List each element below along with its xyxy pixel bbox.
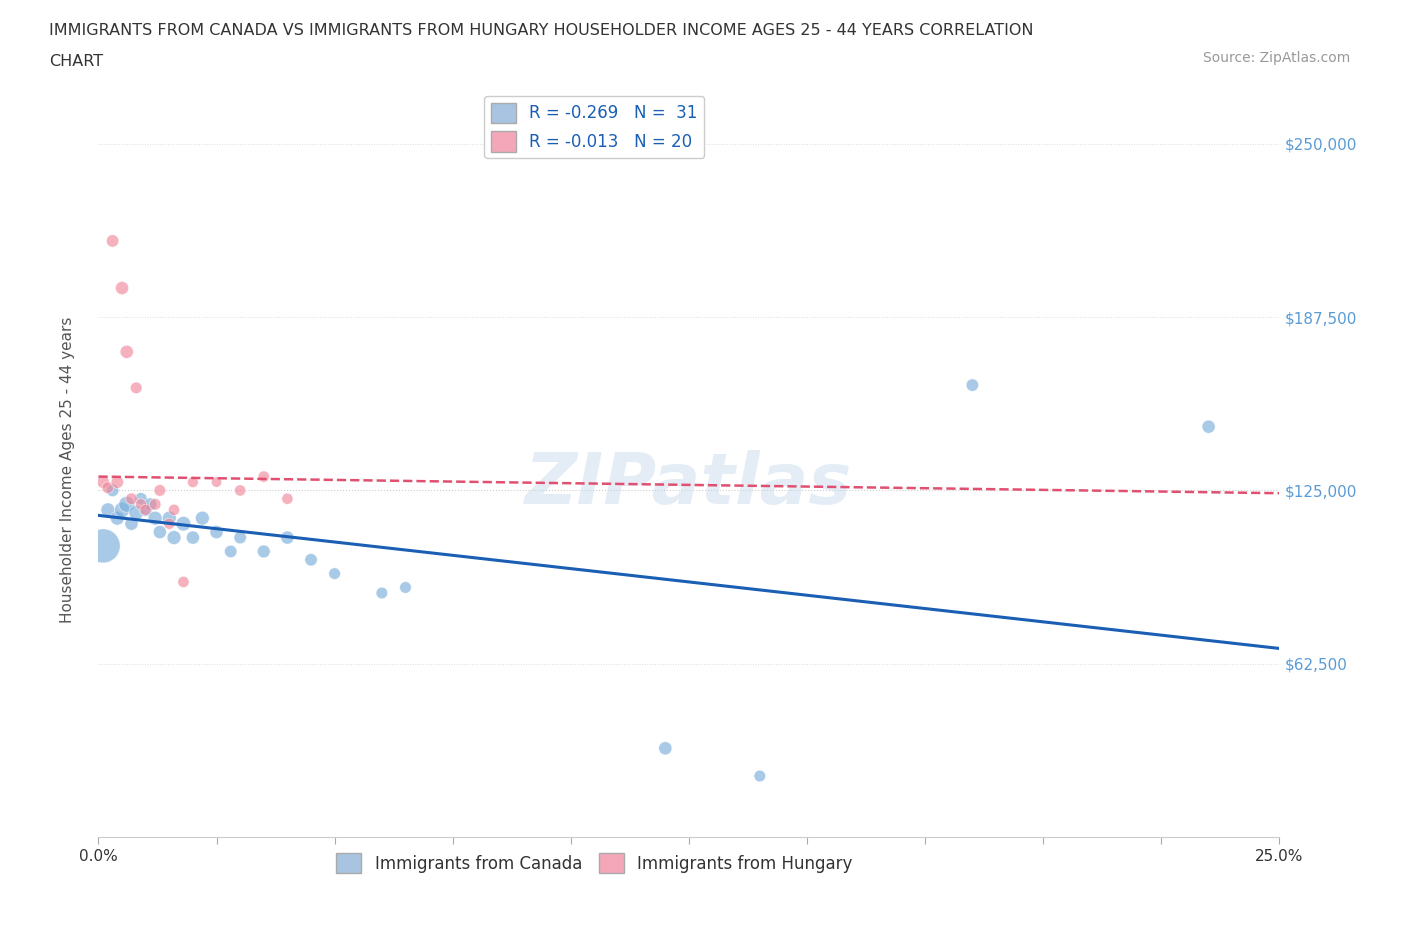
Point — [276, 491, 298, 506]
Point — [129, 491, 152, 506]
Text: ZIPatlas: ZIPatlas — [526, 450, 852, 519]
Point — [111, 502, 134, 517]
Point — [219, 544, 242, 559]
Point — [276, 530, 298, 545]
Point — [253, 469, 276, 484]
Point — [181, 474, 204, 489]
Point — [97, 502, 120, 517]
Point — [157, 511, 180, 525]
Point — [135, 502, 157, 517]
Point — [121, 491, 143, 506]
Point — [299, 552, 322, 567]
Point — [91, 474, 114, 489]
Text: CHART: CHART — [49, 54, 103, 69]
Point — [115, 497, 138, 512]
Point — [101, 483, 124, 498]
Point — [105, 511, 128, 525]
Point — [101, 233, 124, 248]
Point — [149, 483, 172, 498]
Point — [143, 511, 166, 525]
Point — [143, 497, 166, 512]
Point — [371, 586, 394, 601]
Point — [135, 502, 157, 517]
Point — [157, 516, 180, 531]
Point — [253, 544, 276, 559]
Text: Source: ZipAtlas.com: Source: ZipAtlas.com — [1202, 51, 1350, 65]
Point — [163, 530, 186, 545]
Point — [181, 530, 204, 545]
Point — [205, 525, 228, 539]
Point — [172, 575, 194, 590]
Point — [149, 525, 172, 539]
Point — [115, 344, 138, 359]
Point — [91, 538, 114, 553]
Point — [129, 497, 152, 512]
Point — [191, 511, 214, 525]
Point — [394, 580, 416, 595]
Point — [205, 474, 228, 489]
Point — [1198, 419, 1220, 434]
Point — [121, 516, 143, 531]
Point — [125, 380, 148, 395]
Point — [229, 483, 252, 498]
Point — [97, 480, 120, 495]
Point — [229, 530, 252, 545]
Point — [962, 378, 984, 392]
Point — [125, 505, 148, 520]
Point — [654, 741, 676, 756]
Point — [105, 474, 128, 489]
Point — [163, 502, 186, 517]
Text: IMMIGRANTS FROM CANADA VS IMMIGRANTS FROM HUNGARY HOUSEHOLDER INCOME AGES 25 - 4: IMMIGRANTS FROM CANADA VS IMMIGRANTS FRO… — [49, 23, 1033, 38]
Y-axis label: Householder Income Ages 25 - 44 years: Householder Income Ages 25 - 44 years — [60, 316, 75, 623]
Point — [748, 768, 770, 783]
Legend: Immigrants from Canada, Immigrants from Hungary: Immigrants from Canada, Immigrants from … — [330, 846, 859, 880]
Point — [139, 497, 162, 512]
Point — [111, 281, 134, 296]
Point — [323, 566, 346, 581]
Point — [172, 516, 194, 531]
